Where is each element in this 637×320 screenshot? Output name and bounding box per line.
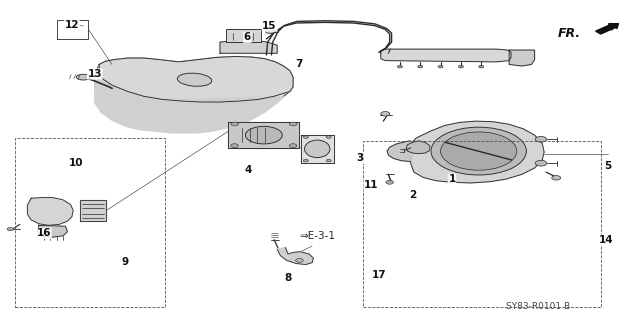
Circle shape <box>441 132 517 170</box>
Circle shape <box>552 176 561 180</box>
Text: 12: 12 <box>64 20 79 29</box>
Circle shape <box>7 228 13 231</box>
Circle shape <box>303 159 308 162</box>
Text: 3: 3 <box>356 153 364 164</box>
Polygon shape <box>411 121 544 183</box>
Polygon shape <box>95 56 293 130</box>
Text: 10: 10 <box>68 158 83 168</box>
Text: 11: 11 <box>364 180 378 190</box>
Circle shape <box>289 144 297 148</box>
Polygon shape <box>99 56 293 102</box>
Circle shape <box>386 180 394 184</box>
Bar <box>363 141 601 307</box>
Circle shape <box>231 122 238 126</box>
Circle shape <box>535 136 547 142</box>
Polygon shape <box>509 50 534 66</box>
Polygon shape <box>228 122 299 148</box>
Circle shape <box>326 159 331 162</box>
Text: 14: 14 <box>599 235 613 245</box>
Circle shape <box>303 136 308 138</box>
Polygon shape <box>277 248 313 265</box>
Polygon shape <box>27 197 73 225</box>
Polygon shape <box>301 134 334 163</box>
Polygon shape <box>381 49 511 62</box>
Text: 4: 4 <box>245 164 252 174</box>
Circle shape <box>265 28 275 34</box>
Text: FR.: FR. <box>557 27 580 40</box>
Polygon shape <box>95 72 283 133</box>
Polygon shape <box>80 200 106 220</box>
Text: 9: 9 <box>121 257 128 267</box>
Circle shape <box>535 160 547 166</box>
Text: 16: 16 <box>37 228 51 238</box>
Polygon shape <box>220 41 277 53</box>
Ellipse shape <box>177 73 211 86</box>
Circle shape <box>438 65 443 68</box>
Text: 5: 5 <box>604 161 612 172</box>
Text: 7: 7 <box>296 60 303 69</box>
Text: SY83-R0101 B: SY83-R0101 B <box>506 302 570 311</box>
Polygon shape <box>38 225 68 237</box>
Text: 6: 6 <box>244 32 251 42</box>
Ellipse shape <box>76 74 90 80</box>
Text: 13: 13 <box>87 69 102 79</box>
Text: 1: 1 <box>448 174 455 184</box>
Circle shape <box>296 259 303 262</box>
Circle shape <box>381 112 390 116</box>
Circle shape <box>431 127 526 175</box>
Ellipse shape <box>304 140 330 158</box>
Text: 17: 17 <box>371 270 386 280</box>
Ellipse shape <box>245 126 282 144</box>
Bar <box>15 138 165 307</box>
FancyArrow shape <box>596 24 619 34</box>
Circle shape <box>459 65 464 68</box>
Circle shape <box>418 65 423 68</box>
FancyBboxPatch shape <box>226 29 261 42</box>
Text: 15: 15 <box>262 21 277 31</box>
Circle shape <box>289 122 297 126</box>
Text: ⇒E-3-1: ⇒E-3-1 <box>299 231 336 242</box>
Text: 2: 2 <box>409 190 416 200</box>
Polygon shape <box>406 141 430 154</box>
Circle shape <box>478 65 483 68</box>
Circle shape <box>326 136 331 138</box>
Circle shape <box>231 144 238 148</box>
Polygon shape <box>387 141 411 162</box>
Circle shape <box>397 65 403 68</box>
Text: 8: 8 <box>284 273 292 283</box>
